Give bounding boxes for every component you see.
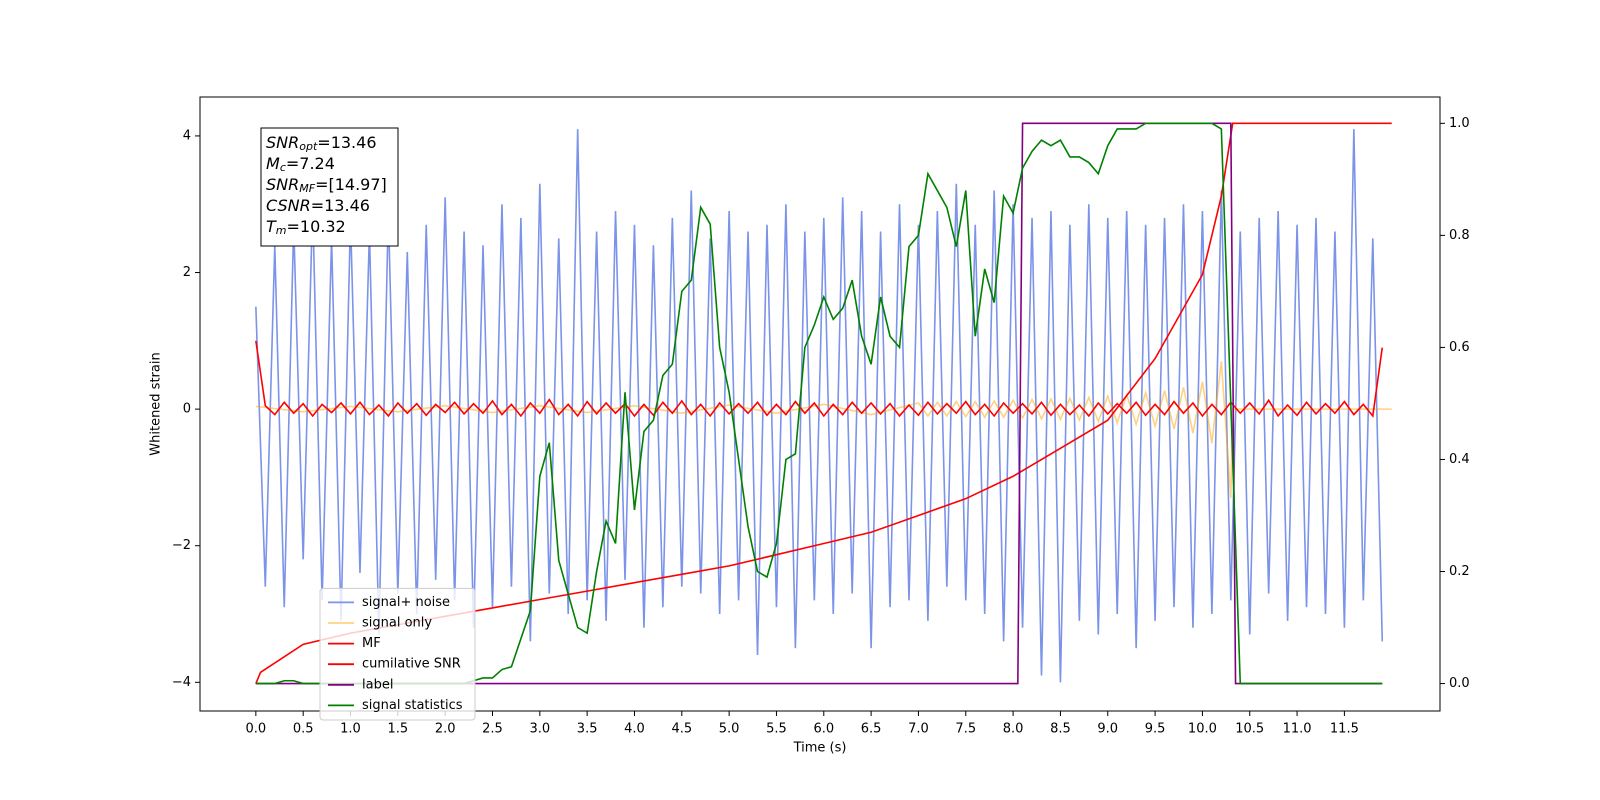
legend-box [319, 587, 476, 721]
y2-tick-label: 0.2 [1449, 564, 1470, 579]
annotation-text: SNRMF=[14.97] [266, 175, 387, 196]
annotation-value: =10.32 [287, 217, 346, 236]
x-tick-label: 3.5 [577, 722, 598, 737]
legend-label: signal statistics [362, 698, 463, 713]
x-tick-label: 8.5 [1050, 722, 1071, 737]
annotation-value: =13.46 [311, 196, 370, 215]
annotation-symbol: SNR [266, 133, 299, 152]
x-tick-label: 10.5 [1235, 722, 1264, 737]
x-tick-label: 0.0 [246, 722, 267, 737]
x-tick-label: 8.0 [1003, 722, 1024, 737]
annotation-symbol: SNR [266, 175, 299, 194]
annotation-subscript: c [280, 161, 286, 174]
x-tick-label: 1.0 [340, 722, 361, 737]
annotation-value: =[14.97] [315, 175, 387, 194]
y-tick-label: 4 [183, 128, 191, 143]
y-tick-label: 0 [183, 402, 191, 417]
y2-tick-label: 0.6 [1449, 340, 1470, 355]
legend-label: MF [362, 636, 381, 651]
y2-tick-label: 0.8 [1449, 228, 1470, 243]
annotation-symbol: M [266, 154, 280, 173]
x-tick-label: 2.0 [435, 722, 456, 737]
plot-frame [199, 96, 1441, 712]
annotation-symbol: CSNR [266, 196, 311, 215]
x-tick-label: 6.5 [861, 722, 882, 737]
y-axis-label: Whitened strain [149, 352, 164, 455]
y-tick-label: −2 [172, 538, 191, 553]
x-tick-label: 0.5 [293, 722, 314, 737]
y-tick-label: −4 [172, 675, 191, 690]
legend-label: signal+ noise [362, 595, 450, 610]
x-tick-label: 6.0 [813, 722, 834, 737]
x-tick-label: 7.0 [908, 722, 929, 737]
x-tick-label: 9.5 [1145, 722, 1166, 737]
x-tick-label: 10.0 [1188, 722, 1217, 737]
y2-tick-label: 0.0 [1449, 676, 1470, 691]
annotation-text: SNRopt=13.46 [266, 133, 377, 154]
x-tick-label: 1.5 [387, 722, 408, 737]
x-tick-label: 4.0 [624, 722, 645, 737]
annotation-text: Tm=10.32 [266, 217, 346, 238]
x-tick-label: 4.5 [671, 722, 692, 737]
annotation-box [260, 127, 399, 247]
x-tick-label: 2.5 [482, 722, 503, 737]
x-axis-label: Time (s) [793, 741, 847, 756]
x-tick-label: 7.5 [955, 722, 976, 737]
annotation-value: =7.24 [286, 154, 335, 173]
legend-label: cumilative SNR [362, 657, 461, 672]
legend-label: signal only [362, 616, 432, 631]
annotation-text: Mc=7.24 [266, 154, 335, 175]
annotation-symbol: T [266, 217, 277, 236]
x-tick-label: 5.0 [719, 722, 740, 737]
x-tick-label: 9.0 [1097, 722, 1118, 737]
x-tick-label: 11.5 [1330, 722, 1359, 737]
x-tick-label: 5.5 [766, 722, 787, 737]
y2-tick-label: 1.0 [1449, 116, 1470, 131]
annotation-text: CSNR=13.46 [266, 196, 370, 215]
legend-label: label [362, 677, 393, 692]
y2-tick-label: 0.4 [1449, 452, 1470, 467]
y-tick-label: 2 [183, 265, 191, 280]
annotation-value: =13.46 [317, 133, 376, 152]
x-tick-label: 3.0 [529, 722, 550, 737]
annotation-subscript: MF [299, 182, 315, 195]
series-line [255, 340, 1384, 418]
annotation-subscript: opt [299, 140, 318, 153]
x-tick-label: 11.0 [1283, 722, 1312, 737]
annotation-subscript: m [276, 224, 287, 237]
